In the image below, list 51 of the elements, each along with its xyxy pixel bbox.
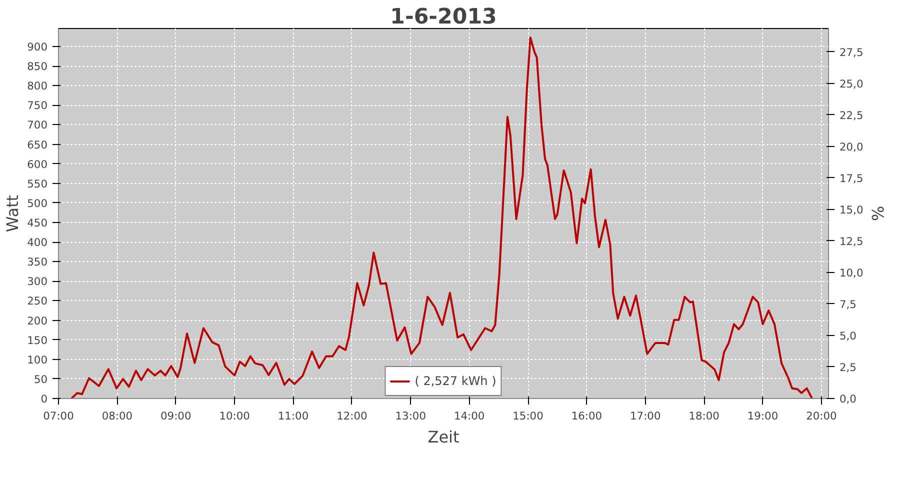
y2-tick-label: 5,0 — [840, 329, 857, 342]
y2-tick-label: 17,5 — [840, 172, 864, 185]
x-tick-label: 14:00 — [454, 410, 485, 422]
y-tick-label: 650 — [27, 138, 48, 152]
y-tick-label: 0 — [40, 392, 48, 406]
x-tick-label: 08:00 — [102, 410, 133, 422]
x-tick-label: 12:00 — [336, 410, 368, 422]
x-tick-label: 09:00 — [160, 410, 192, 422]
y-tick-label: 550 — [27, 177, 48, 190]
y-tick-label: 150 — [27, 334, 48, 347]
y2-tick-label: 15,0 — [840, 203, 864, 216]
x-tick-label: 20:00 — [806, 410, 838, 422]
y2-tick-label: 12,5 — [840, 234, 864, 248]
y2-tick-label: 22,5 — [840, 108, 864, 122]
y-tick-label: 900 — [27, 40, 48, 54]
y2-tick-label: 0,0 — [840, 392, 857, 406]
y-tick-label: 750 — [27, 99, 48, 112]
x-tick-label: 17:00 — [630, 410, 661, 422]
x-tick-label: 13:00 — [395, 410, 426, 422]
x-tick-label: 16:00 — [571, 410, 602, 422]
y-tick-label: 700 — [27, 118, 48, 132]
y-tick-label: 450 — [27, 216, 48, 230]
y-tick-label: 400 — [27, 236, 48, 250]
y2-axis-title: % — [868, 206, 888, 222]
y-tick-label: 200 — [27, 314, 48, 328]
x-tick-label: 07:00 — [43, 410, 74, 422]
chart-title: 1-6-2013 — [390, 4, 497, 30]
y2-tick-label: 2,5 — [840, 360, 856, 374]
y-tick-label: 600 — [27, 158, 48, 171]
y-tick-label: 250 — [27, 294, 48, 308]
y-tick-label: 500 — [27, 196, 48, 210]
y-tick-label: 800 — [27, 80, 48, 93]
x-tick-label: 18:00 — [688, 410, 720, 422]
y-tick-label: 300 — [27, 275, 48, 288]
y2-tick-label: 7,5 — [840, 298, 856, 311]
x-tick-label: 10:00 — [219, 410, 250, 422]
y-tick-label: 100 — [27, 353, 48, 366]
x-tick-label: 11:00 — [278, 410, 309, 422]
legend-label: ( 2,527 kWh ) — [414, 374, 496, 388]
y2-tick-label: 27,5 — [840, 46, 864, 59]
x-axis-title: Zeit — [428, 428, 460, 446]
x-tick-label: 19:00 — [747, 410, 778, 422]
y2-tick-label: 10,0 — [840, 266, 864, 280]
y-tick-label: 850 — [27, 60, 48, 74]
y-tick-label: 50 — [34, 372, 48, 386]
y-axis-title: Watt — [3, 194, 22, 232]
y2-tick-label: 25,0 — [840, 77, 864, 90]
y2-tick-label: 20,0 — [840, 140, 864, 154]
y-tick-label: 350 — [27, 256, 48, 269]
line-series — [70, 36, 814, 398]
x-tick-label: 15:00 — [512, 410, 544, 422]
